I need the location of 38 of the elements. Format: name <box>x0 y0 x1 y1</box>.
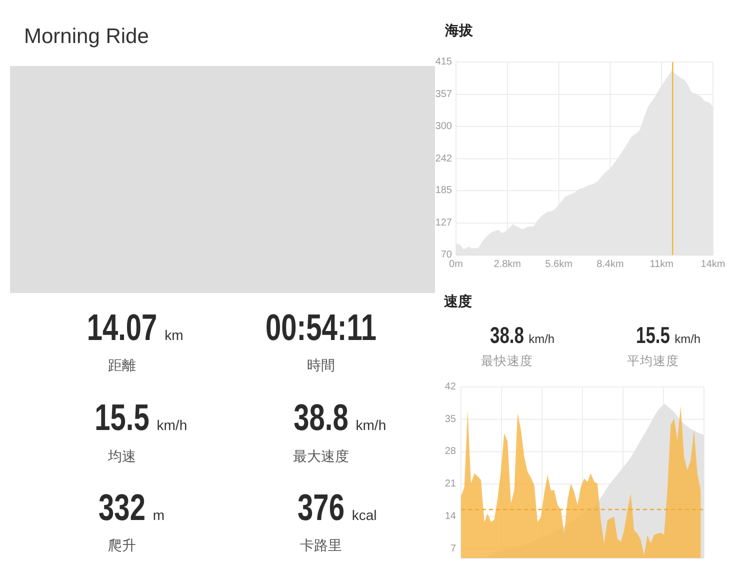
y-tick-label: 7 <box>450 543 456 554</box>
text: 38.8 km/h <box>490 324 555 349</box>
x-tick-label: 14km <box>700 259 726 270</box>
text: 38.8 km/h <box>294 396 386 438</box>
y-tick-label: 357 <box>435 88 452 100</box>
text: 最大速度 <box>293 448 349 464</box>
x-tick-label: 0m <box>449 259 463 270</box>
x-tick-label: 11km <box>650 259 674 270</box>
text: 最快速度 <box>481 353 533 368</box>
chart-title: 速度 <box>443 293 472 309</box>
text: 卡路里 <box>300 537 342 553</box>
text: 00:54:11 <box>265 306 377 348</box>
y-tick-label: 70 <box>440 250 452 260</box>
text: 332 m <box>98 486 165 528</box>
text: 14.07 km <box>86 306 184 348</box>
text: 均速 <box>107 448 136 464</box>
text: 時間 <box>307 357 335 373</box>
y-tick-label: 185 <box>435 185 452 196</box>
text: 平均速度 <box>627 353 679 368</box>
text: 爬升 <box>108 537 136 553</box>
x-tick-label: 5.6km <box>545 259 572 270</box>
text: 15.5 km/h <box>636 324 701 349</box>
y-tick-label: 14 <box>444 510 456 522</box>
chart-title: 海拔 <box>444 22 474 38</box>
y-tick-label: 35 <box>444 414 456 425</box>
text: 376 kcal <box>298 486 377 528</box>
y-tick-label: 415 <box>435 56 452 68</box>
y-tick-label: 242 <box>435 153 452 164</box>
y-tick-label: 127 <box>435 218 452 229</box>
y-tick-label: 28 <box>444 446 456 458</box>
x-tick-label: 2.8km <box>494 259 522 270</box>
y-tick-label: 42 <box>444 382 456 392</box>
x-tick-label: 8.4km <box>596 259 624 270</box>
y-tick-label: 300 <box>435 120 452 132</box>
text: 15.5 km/h <box>94 396 188 438</box>
y-tick-label: 21 <box>444 478 456 490</box>
text: Morning Ride <box>24 25 149 48</box>
text: 距離 <box>108 357 136 373</box>
